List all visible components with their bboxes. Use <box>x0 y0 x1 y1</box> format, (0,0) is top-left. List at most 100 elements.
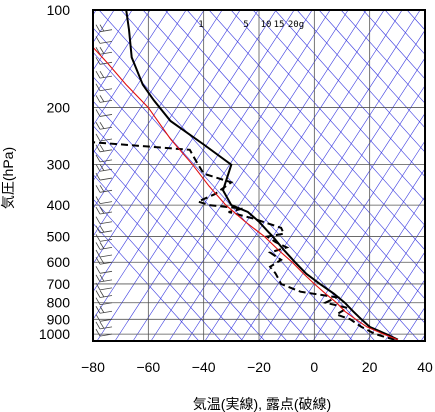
adiabat-line <box>93 76 332 341</box>
wind-barb <box>99 177 113 181</box>
adiabat-line <box>93 125 288 341</box>
wind-barb-flag <box>99 321 105 329</box>
isotherm-line <box>384 278 425 341</box>
y-tick-label: 100 <box>47 2 71 18</box>
isotherm-line <box>204 10 421 341</box>
series-reference-curve <box>93 46 399 341</box>
y-tick-label: 700 <box>47 276 71 292</box>
wind-barb <box>99 270 113 274</box>
adiabat-line <box>230 10 425 227</box>
wind-barb-flag <box>95 321 101 330</box>
adiabat-line <box>93 198 222 341</box>
wind-barb-flag <box>99 24 105 32</box>
wind-barb <box>99 168 113 172</box>
wind-barb-flag <box>95 282 101 291</box>
wind-barb-flag <box>95 225 101 234</box>
y-tick-label: 400 <box>47 197 71 213</box>
plot-frame <box>92 9 426 342</box>
wind-barb <box>99 61 113 65</box>
wind-barb-flag <box>95 164 101 172</box>
y-tick-label: 1000 <box>39 326 70 342</box>
wind-barb <box>99 126 113 130</box>
y-axis-title: 気圧(hPa) <box>0 147 16 209</box>
y-tick-label: 500 <box>47 229 71 245</box>
wind-barb-flag <box>99 95 105 103</box>
wind-barb-flag <box>95 242 101 250</box>
isotherm-line <box>168 10 385 341</box>
adiabat-line <box>274 10 425 178</box>
mixing-ratio-label: 1 <box>198 20 203 30</box>
wind-barb-flag <box>99 274 105 282</box>
wind-barb <box>99 88 113 92</box>
wind-barb-flag <box>95 216 101 224</box>
wind-barb-flag <box>95 133 101 142</box>
isotherm-line <box>114 10 331 341</box>
wind-barb-flag <box>99 185 105 193</box>
x-tick-label: −80 <box>81 359 105 375</box>
wind-barb-flag <box>95 47 101 55</box>
wind-barb-flag <box>99 290 105 298</box>
x-tick-label: −20 <box>247 359 271 375</box>
wind-barb-flag <box>95 257 101 265</box>
wind-barb-flag <box>99 206 105 214</box>
wind-barb-flag <box>95 154 101 163</box>
wind-barb-flag <box>95 306 101 314</box>
mixing-ratio-label: 10 <box>261 20 272 30</box>
wind-barb-flag <box>95 266 101 274</box>
mixing-ratio-label: 15 <box>274 20 285 30</box>
wind-barb-flag <box>95 172 101 181</box>
wind-barb <box>99 114 113 117</box>
isotherm-line <box>294 140 425 341</box>
mixing-ratio-label: 5 <box>243 20 248 30</box>
adiabat-line <box>318 10 425 129</box>
isotherm-line <box>330 195 425 341</box>
grid <box>93 9 425 341</box>
wind-barb-flag <box>99 122 105 129</box>
wind-barb <box>99 211 113 215</box>
isotherm-line <box>93 10 241 237</box>
wind-barb-flag <box>95 95 101 103</box>
wind-barb <box>99 29 113 33</box>
adiabat-line <box>429 10 435 341</box>
wind-barb <box>99 246 113 250</box>
wind-barb-flag <box>95 109 101 117</box>
wind-barb <box>99 238 113 242</box>
wind-barb <box>99 201 113 204</box>
wind-barb-flag <box>95 185 101 193</box>
isotherm-line <box>420 334 425 341</box>
wind-barb <box>99 261 113 265</box>
isotherm-line <box>258 85 425 341</box>
isotherm-line <box>93 10 259 265</box>
isotherm-line <box>93 10 187 154</box>
isotherm-line <box>93 10 205 182</box>
isotherm-line <box>366 251 425 341</box>
isotherm-line <box>93 10 295 321</box>
adiabat-line <box>93 222 200 341</box>
wind-barb-flag <box>95 83 101 91</box>
wind-barb-flag <box>95 206 101 215</box>
wind-barb-flag <box>95 249 101 258</box>
isotherm-line <box>150 10 367 341</box>
wind-barb <box>99 51 113 55</box>
wind-barb-flag <box>95 314 101 322</box>
adiabat-line <box>93 149 266 341</box>
wind-barb-flag <box>99 225 105 233</box>
wind-barb-flag <box>95 36 101 44</box>
wind-barb-flag <box>99 242 105 250</box>
isotherm-line <box>96 10 313 341</box>
adiabat-line <box>252 10 425 202</box>
wind-barb-flag <box>95 290 101 298</box>
isotherm-line <box>93 10 223 210</box>
series-layer <box>93 10 399 341</box>
x-axis-title: 気温(実線), 露点(破線) <box>193 396 331 412</box>
isotherm-line <box>240 57 425 341</box>
wind-barb <box>99 230 113 234</box>
wind-barb <box>99 326 113 330</box>
x-tick-label: 40 <box>417 359 433 375</box>
isotherm-line <box>312 168 425 341</box>
isotherm-line <box>93 10 151 99</box>
wind-barb <box>99 302 113 306</box>
wind-barb-flag <box>95 274 101 283</box>
isotherm-line <box>348 223 425 341</box>
